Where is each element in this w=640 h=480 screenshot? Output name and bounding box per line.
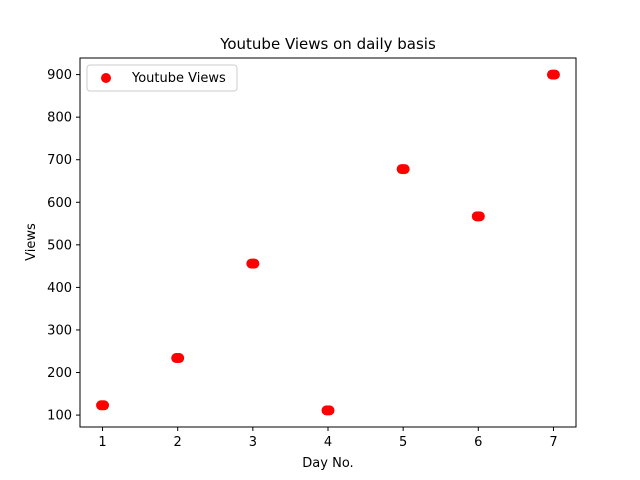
y-tick-label: 400 — [47, 281, 72, 296]
data-point — [249, 258, 260, 269]
legend: Youtube Views — [86, 64, 238, 92]
data-point — [174, 353, 185, 364]
data-point — [474, 211, 485, 222]
y-axis-label: Views — [24, 223, 39, 261]
plot-area-frame — [79, 57, 577, 428]
x-tick-label: 7 — [549, 435, 557, 450]
y-axis-ticks: 100 200 300 400 500 600 700 800 900 — [47, 68, 80, 424]
x-tick-label: 6 — [474, 435, 482, 450]
data-point — [324, 405, 335, 416]
y-tick-label: 300 — [47, 323, 72, 338]
y-tick-label: 500 — [47, 238, 72, 253]
x-tick-label: 1 — [98, 435, 106, 450]
legend-entry-youtube-views: Youtube Views — [131, 71, 226, 86]
x-tick-label: 4 — [324, 435, 332, 450]
y-tick-label: 700 — [47, 153, 72, 168]
data-point — [549, 69, 560, 80]
data-point — [99, 400, 110, 411]
x-axis-ticks: 1 2 3 4 5 6 7 — [98, 427, 558, 450]
y-tick-label: 600 — [47, 196, 72, 211]
x-tick-label: 5 — [399, 435, 407, 450]
x-tick-label: 2 — [174, 435, 182, 450]
y-tick-label: 200 — [47, 366, 72, 381]
y-tick-label: 800 — [47, 111, 72, 126]
y-tick-label: 900 — [47, 68, 72, 83]
legend-marker — [101, 73, 111, 83]
data-points — [96, 69, 560, 416]
x-tick-label: 3 — [249, 435, 257, 450]
legend-frame — [86, 64, 238, 92]
chart-title: Youtube Views on daily basis — [219, 35, 436, 53]
y-tick-label: 100 — [47, 409, 72, 424]
data-point — [399, 164, 410, 175]
x-axis-label: Day No. — [302, 456, 353, 471]
